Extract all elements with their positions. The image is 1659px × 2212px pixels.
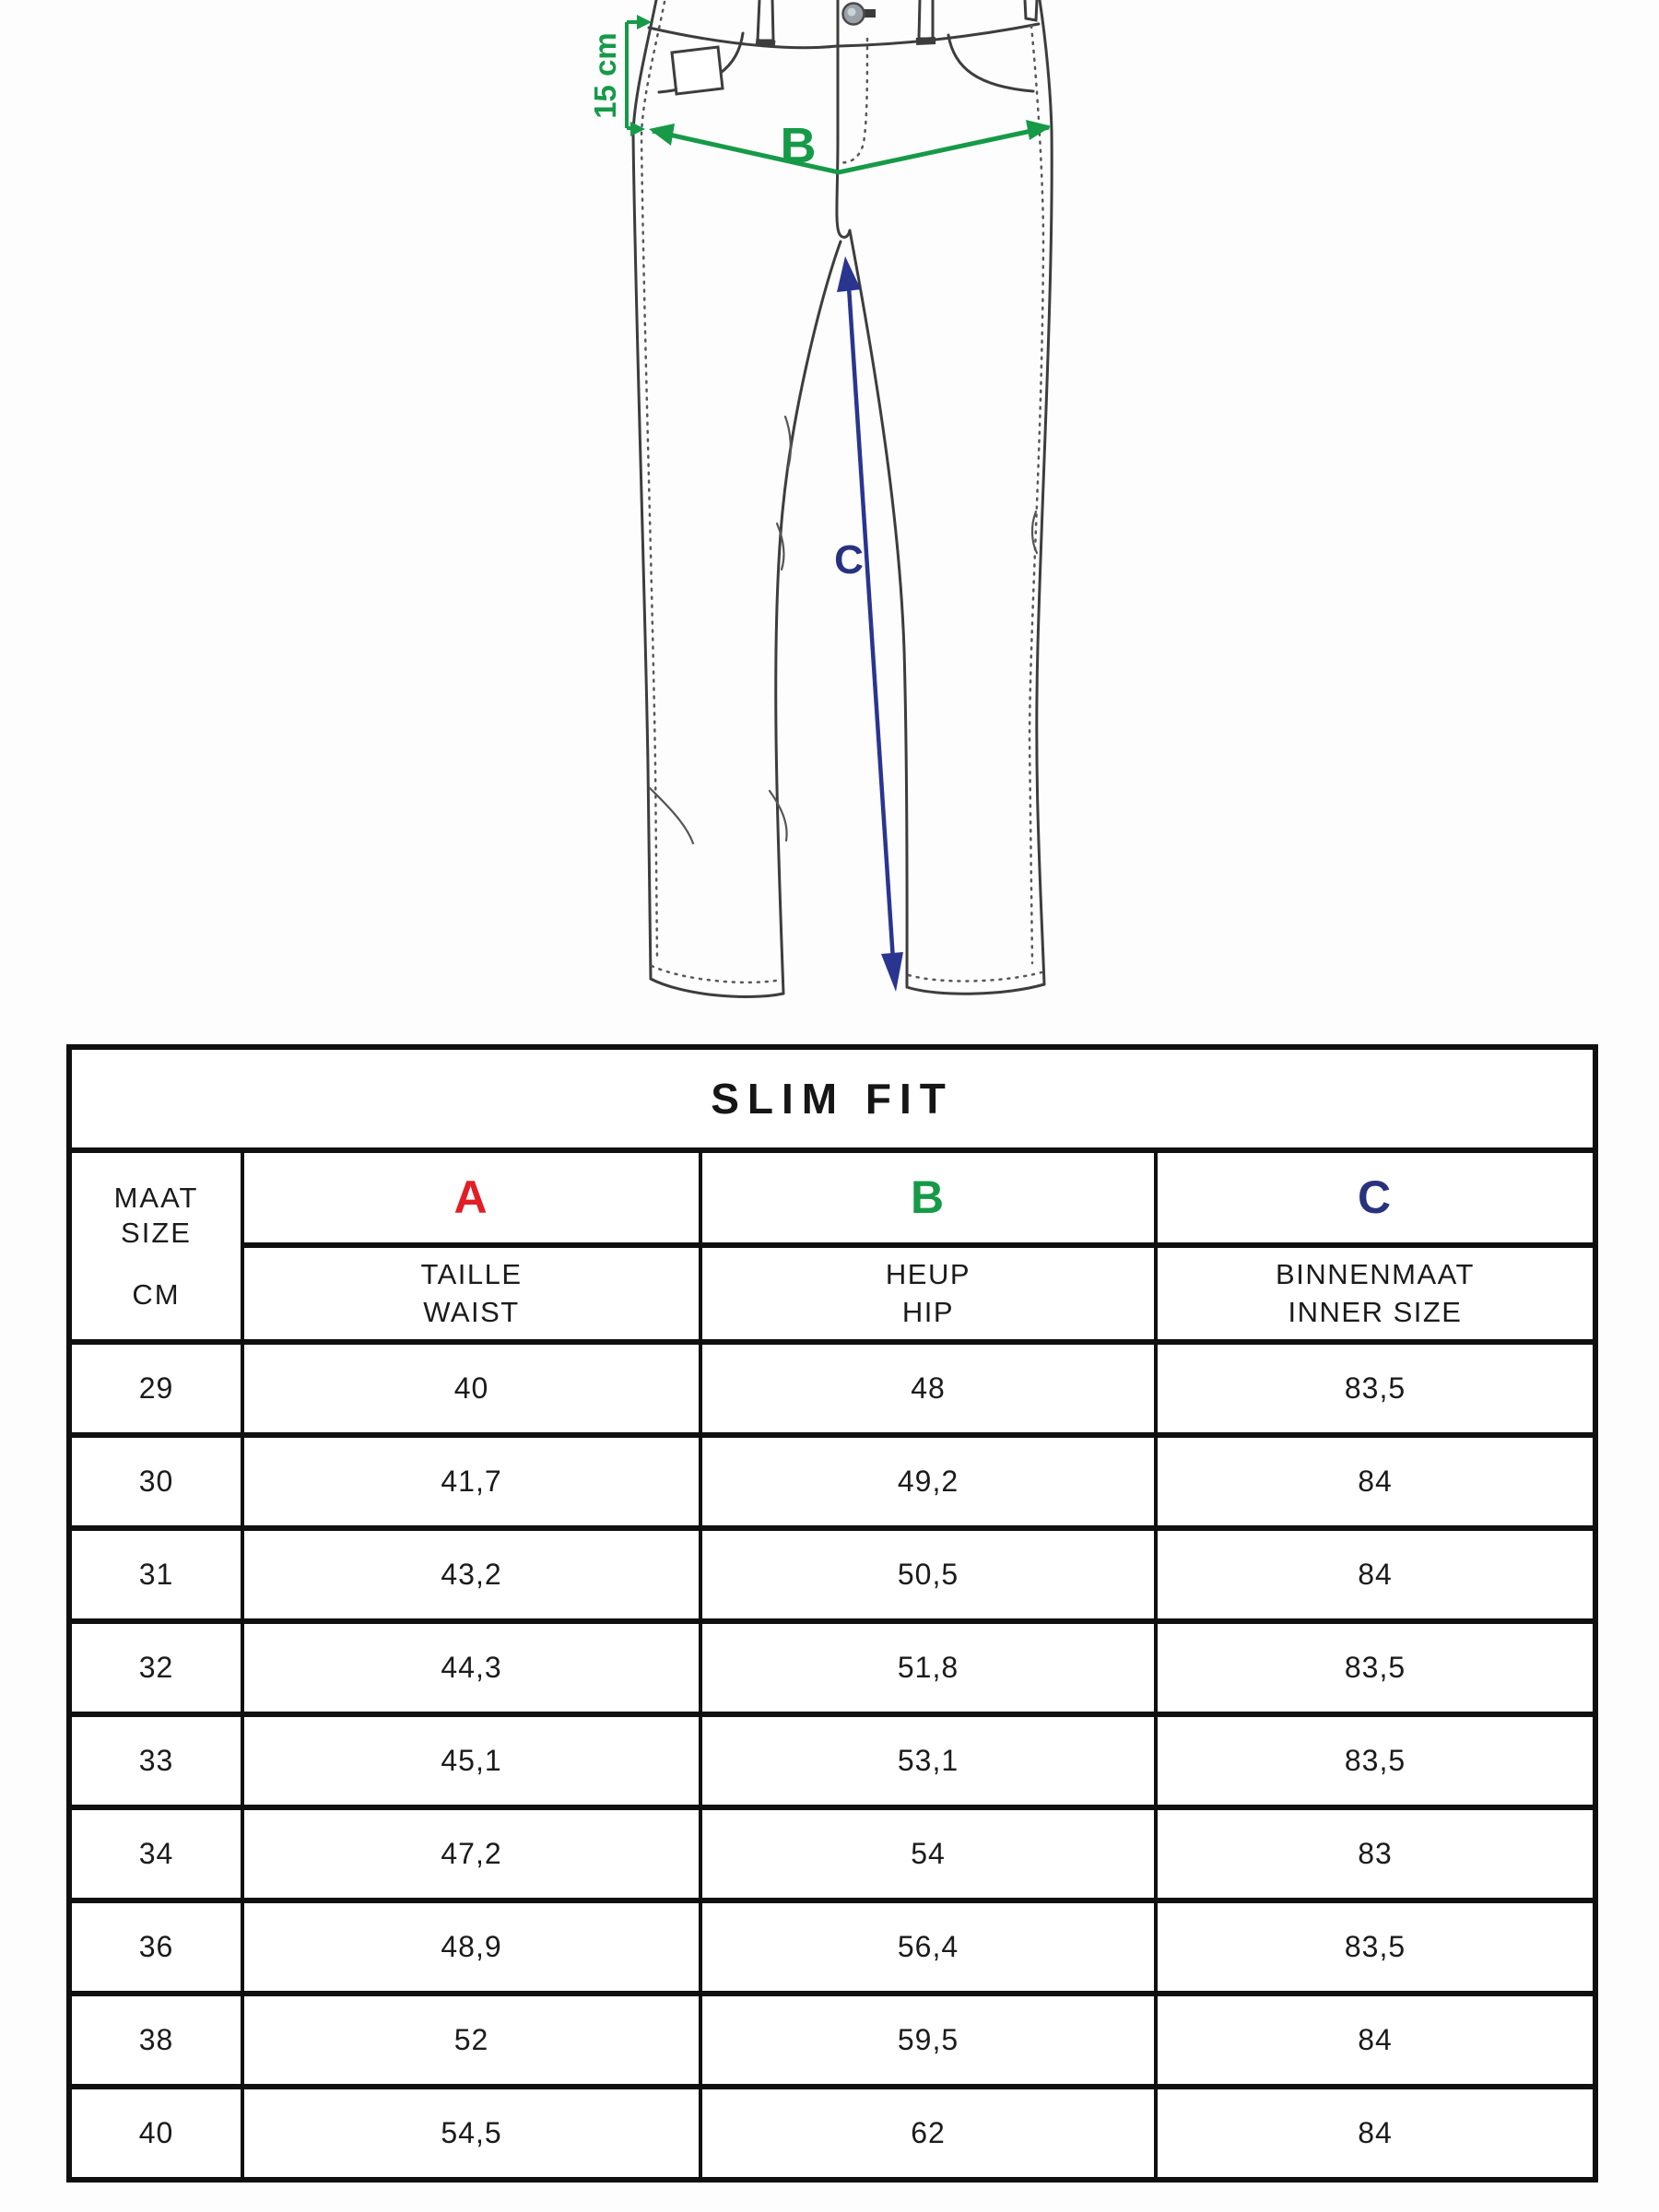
size-header-unit: CM — [132, 1278, 181, 1311]
cell-a: 43,2 — [241, 1525, 702, 1624]
cell-size: 36 — [67, 1898, 244, 1996]
label-en: INNER SIZE — [1288, 1296, 1463, 1329]
cell-c: 83 — [1153, 1805, 1598, 1903]
pocket-depth-label: 15 cm — [588, 32, 622, 119]
cell-size: 31 — [67, 1525, 244, 1624]
column-letter-b: B — [699, 1147, 1158, 1248]
cell-c: 83,5 — [1153, 1898, 1598, 1996]
right-pocket — [947, 33, 1035, 93]
pants-measurement-diagram: 15 cm B C — [588, 0, 1053, 998]
cell-b: 53,1 — [699, 1712, 1158, 1810]
cell-a: 45,1 — [241, 1712, 702, 1810]
left-hem — [649, 977, 785, 998]
waist-button — [841, 2, 876, 26]
pants-outline — [631, 0, 1053, 998]
column-letter-a: A — [241, 1147, 702, 1248]
column-letter-c: C — [1153, 1147, 1598, 1248]
right-hem — [905, 982, 1046, 995]
hip-measure: B — [649, 118, 1052, 175]
table-row: 32 44,3 51,8 83,5 — [67, 1618, 1598, 1717]
cell-a: 48,9 — [241, 1898, 702, 1996]
cell-c: 83,5 — [1153, 1618, 1598, 1717]
inseam-label: C — [834, 537, 864, 582]
cell-size: 38 — [67, 1991, 244, 2089]
table-title: SLIM FIT — [66, 1044, 1598, 1153]
table-row: 31 43,2 50,5 84 — [67, 1525, 1598, 1624]
column-label-a: TAILLE WAIST — [241, 1241, 702, 1346]
label-en: HIP — [901, 1296, 955, 1329]
belt-loops — [755, 0, 1039, 48]
cell-b: 48 — [699, 1339, 1158, 1438]
pocket-depth-measure: 15 cm — [588, 15, 652, 136]
table-row: 33 45,1 53,1 83,5 — [67, 1712, 1598, 1810]
inseam-measure: C — [834, 256, 903, 992]
label-en: WAIST — [423, 1296, 520, 1329]
cell-c: 83,5 — [1153, 1712, 1598, 1810]
cell-a: 54,5 — [241, 2084, 702, 2183]
cell-c: 84 — [1153, 2084, 1598, 2183]
arrowhead-right — [1026, 120, 1052, 140]
cell-c: 84 — [1153, 1991, 1598, 2089]
coin-pocket — [670, 45, 724, 96]
cell-a: 40 — [241, 1339, 702, 1438]
cell-b: 49,2 — [699, 1432, 1158, 1531]
table-title-row: SLIM FIT — [66, 1044, 1598, 1153]
arrowhead-right-top — [637, 15, 652, 29]
column-label-b: HEUP HIP — [699, 1241, 1158, 1346]
cell-b: 51,8 — [699, 1618, 1158, 1717]
cell-a: 52 — [241, 1991, 702, 2089]
cell-a: 41,7 — [241, 1432, 702, 1531]
label-nl: BINNENMAAT — [1276, 1258, 1475, 1291]
table-row: 36 48,9 56,4 83,5 — [67, 1898, 1598, 1996]
cell-b: 56,4 — [699, 1898, 1158, 1996]
arrowhead-left — [649, 124, 675, 146]
arrowhead-down — [881, 952, 903, 992]
cell-c: 84 — [1153, 1525, 1598, 1624]
cell-size: 30 — [67, 1432, 244, 1531]
table-row: 29 40 48 83,5 — [67, 1339, 1598, 1438]
cell-size: 40 — [67, 2084, 244, 2183]
cell-b: 59,5 — [699, 1991, 1158, 2089]
fly-stitch — [839, 37, 869, 164]
cell-size: 29 — [67, 1339, 244, 1438]
cell-c: 83,5 — [1153, 1339, 1598, 1438]
cell-size: 33 — [67, 1712, 244, 1810]
crease-marks — [648, 415, 1039, 845]
label-nl: TAILLE — [420, 1258, 523, 1291]
cell-b: 54 — [699, 1805, 1158, 1903]
column-labels-row: TAILLE WAIST HEUP HIP BINNENMAAT INNER SIZE — [69, 1241, 1598, 1346]
cell-a: 44,3 — [241, 1618, 702, 1717]
cell-c: 84 — [1153, 1432, 1598, 1531]
table-row: 30 41,7 49,2 84 — [67, 1432, 1598, 1531]
cell-b: 62 — [699, 2084, 1158, 2183]
size-header-nl: MAAT — [113, 1182, 199, 1214]
stitching-lines — [640, 0, 1045, 984]
table-row: 34 47,2 54 83 — [67, 1805, 1598, 1903]
size-header-cell: MAAT SIZE CM — [67, 1147, 244, 1345]
label-nl: HEUP — [885, 1258, 971, 1291]
column-label-c: BINNENMAAT INNER SIZE — [1153, 1241, 1598, 1346]
arrowhead-up — [837, 256, 861, 292]
cell-size: 34 — [67, 1805, 244, 1903]
arrowhead-right-bottom — [630, 122, 645, 136]
size-header-en: SIZE — [121, 1217, 192, 1249]
cell-size: 32 — [67, 1618, 244, 1717]
cell-a: 47,2 — [241, 1805, 702, 1903]
table-row: 40 54,5 62 84 — [67, 2084, 1598, 2183]
hip-label: B — [781, 118, 817, 173]
table-row: 38 52 59,5 84 — [67, 1991, 1598, 2089]
cell-b: 50,5 — [699, 1525, 1158, 1624]
